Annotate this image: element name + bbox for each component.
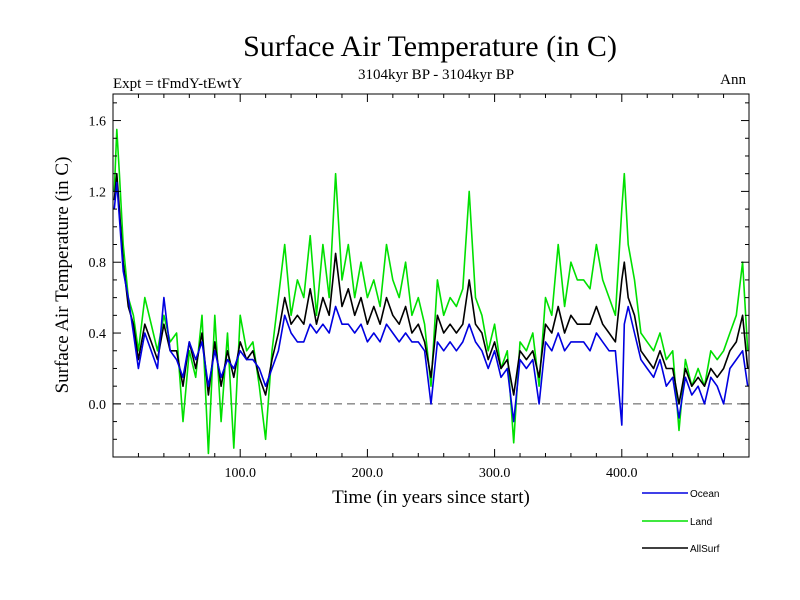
expt-label: Expt = tFmdY-tEwtY xyxy=(113,76,242,92)
y-tick-label: 1.2 xyxy=(89,185,107,200)
series-line-allsurf xyxy=(113,172,749,405)
x-tick-label: 300.0 xyxy=(479,466,511,481)
chart-subtitle: 3104kyr BP - 3104kyr BP xyxy=(358,67,514,83)
x-axis-label: Time (in years since start) xyxy=(332,487,530,508)
y-axis-label: Surface Air Temperature (in C) xyxy=(52,157,73,394)
legend-label-allsurf: AllSurf xyxy=(690,544,720,555)
y-axis: 0.0 0.4 0.8 1.2 1.6 xyxy=(89,102,749,440)
y-tick-label: 1.6 xyxy=(89,115,107,130)
x-tick-label: 200.0 xyxy=(352,466,384,481)
y-tick-label: 0.0 xyxy=(89,398,107,413)
x-axis: 100.0 200.0 300.0 400.0 xyxy=(137,94,725,481)
series-line-ocean xyxy=(113,181,749,426)
series-line-land xyxy=(113,128,749,455)
y-tick-label: 0.4 xyxy=(89,327,107,342)
season-label: Ann xyxy=(720,72,746,88)
plot-area xyxy=(113,128,749,455)
legend-label-ocean: Ocean xyxy=(690,489,719,500)
legend-label-land: Land xyxy=(690,517,712,528)
plot-frame xyxy=(112,93,750,458)
x-tick-label: 100.0 xyxy=(224,466,256,481)
chart-title: Surface Air Temperature (in C) xyxy=(243,30,617,63)
x-tick-label: 400.0 xyxy=(606,466,638,481)
legend: Ocean Land AllSurf xyxy=(642,489,720,555)
y-tick-label: 0.8 xyxy=(89,256,107,271)
